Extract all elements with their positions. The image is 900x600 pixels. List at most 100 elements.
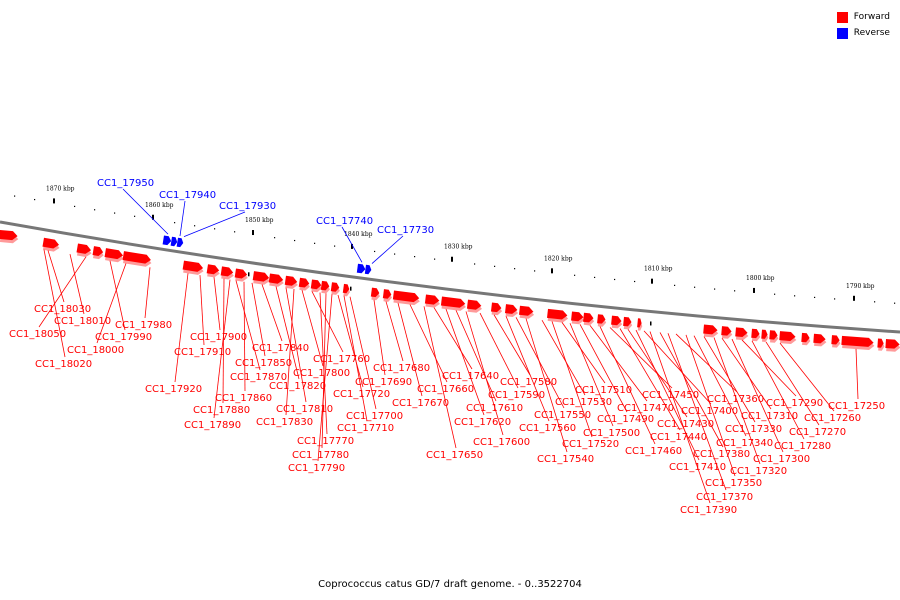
forward-gene-label: CC1_17310 (741, 411, 798, 422)
forward-gene-arrow[interactable] (769, 330, 779, 343)
scale-dot (34, 198, 36, 201)
forward-gene-label: CC1_17340 (716, 438, 773, 449)
forward-gene-label: CC1_18020 (35, 359, 92, 370)
forward-gene-label: CC1_17660 (417, 384, 474, 395)
scale-dot (794, 295, 796, 297)
forward-gene-arrow[interactable] (877, 338, 885, 351)
forward-gene-label: CC1_17610 (466, 403, 523, 414)
forward-gene-label: CC1_17980 (115, 320, 172, 331)
forward-gene-arrow[interactable] (342, 283, 351, 297)
forward-gene-arrow[interactable] (310, 279, 323, 293)
forward-gene-arrow[interactable] (220, 266, 235, 280)
forward-gene-label: CC1_17870 (230, 372, 287, 383)
forward-gene-arrow[interactable] (504, 304, 519, 318)
forward-gene-arrow[interactable] (284, 275, 299, 290)
forward-gene-arrow[interactable] (637, 318, 643, 331)
map-caption: Coprococcus catus GD/7 draft genome. - 0… (318, 579, 582, 590)
forward-gene-arrow[interactable] (76, 243, 93, 257)
scale-tick-label: 1800 kbp (746, 275, 775, 282)
reverse-gene-label: CC1_17950 (97, 178, 154, 189)
scale-tick (451, 256, 453, 262)
forward-gene-arrow[interactable] (597, 314, 607, 327)
forward-gene-label: CC1_17900 (190, 332, 247, 343)
forward-gene-label: CC1_17910 (174, 347, 231, 358)
forward-gene-arrow[interactable] (779, 331, 797, 345)
scale-tick-label: 1870 kbp (46, 185, 75, 192)
forward-gene-arrow[interactable] (885, 339, 900, 352)
reverse-gene-arrow[interactable] (356, 263, 366, 274)
forward-gene-arrow[interactable] (583, 312, 595, 326)
scale-dot (614, 278, 616, 281)
forward-gene-arrow[interactable] (547, 308, 569, 323)
forward-gene-label: CC1_17510 (575, 385, 632, 396)
scale-dot (834, 298, 836, 300)
forward-gene-arrow[interactable] (182, 260, 205, 276)
scale-ticks: 1870 kbp 1860 kbp 1850 kbp 1840 kbp 1830 kbp… (14, 185, 896, 343)
reverse-gene-arrow[interactable] (364, 264, 372, 275)
forward-gene-arrow[interactable] (330, 282, 341, 295)
legend-item-forward: Forward (836, 9, 890, 25)
forward-gene-arrow[interactable] (623, 316, 633, 330)
forward-gene-label: CC1_17580 (500, 377, 557, 388)
minor-tick (350, 286, 352, 291)
scale-dot (294, 239, 296, 242)
scale-tick (651, 278, 653, 284)
forward-gene-arrow[interactable] (424, 294, 441, 309)
scale-dot (74, 205, 76, 208)
forward-gene-label: CC1_17770 (297, 436, 354, 447)
forward-gene-arrow[interactable] (206, 264, 221, 278)
forward-gene-arrow[interactable] (813, 333, 827, 347)
forward-gene-label: CC1_17620 (454, 417, 511, 428)
forward-gene-label: CC1_17700 (346, 411, 403, 422)
forward-gene-arrow[interactable] (841, 335, 875, 350)
forward-gene-arrow[interactable] (268, 273, 285, 288)
forward-gene-label: CC1_17410 (669, 462, 726, 473)
forward-gene-arrow[interactable] (490, 302, 503, 316)
forward-gene-arrow[interactable] (703, 324, 719, 338)
scale-dot (114, 212, 116, 214)
reverse-gene-arrow[interactable] (162, 235, 172, 246)
scale-tick (152, 214, 154, 220)
forward-gene-label: CC1_17780 (292, 450, 349, 461)
reverse-gene-arrow[interactable] (170, 236, 178, 247)
scale-dot (894, 302, 896, 304)
reverse-gene-arrow[interactable] (176, 237, 184, 248)
forward-gene-label: CC1_17710 (337, 423, 394, 434)
scale-tick-label: 1840 kbp (344, 231, 373, 238)
forward-gene-arrow[interactable] (518, 305, 535, 320)
forward-gene-arrow[interactable] (611, 315, 623, 329)
forward-gene-arrow[interactable] (440, 296, 467, 312)
forward-gene-arrow[interactable] (571, 311, 585, 325)
forward-gene-arrow[interactable] (42, 237, 61, 253)
forward-gene-arrow[interactable] (320, 280, 331, 294)
scale-dot (874, 301, 876, 303)
forward-gene-arrow[interactable] (761, 329, 769, 343)
forward-gene-arrow[interactable] (252, 271, 271, 285)
forward-gene-label: CC1_17260 (804, 413, 861, 424)
forward-gene-arrow[interactable] (104, 248, 125, 263)
forward-gene-label: CC1_17490 (597, 414, 654, 425)
forward-gene-label: CC1_17520 (562, 439, 619, 450)
scale-dot (334, 245, 336, 247)
forward-gene-arrow[interactable] (721, 326, 733, 339)
forward-gene-arrow[interactable] (735, 327, 749, 341)
forward-gene-arrow[interactable] (466, 299, 483, 314)
forward-gene-label: CC1_17850 (235, 358, 292, 369)
forward-gene-arrow[interactable] (92, 246, 105, 260)
scale-tick-label: 1860 kbp (145, 202, 174, 209)
forward-gene-arrow[interactable] (801, 332, 811, 346)
forward-gene-arrow[interactable] (831, 335, 841, 348)
forward-gene-arrow[interactable] (751, 328, 761, 342)
forward-gene-arrow[interactable] (382, 289, 392, 302)
forward-gene-arrow[interactable] (370, 287, 380, 301)
forward-gene-arrow[interactable] (392, 290, 420, 306)
forward-gene-label: CC1_17890 (184, 420, 241, 431)
forward-gene-arrow[interactable] (0, 230, 19, 244)
forward-gene-arrow[interactable] (122, 251, 153, 267)
forward-gene-label: CC1_17360 (707, 394, 764, 405)
forward-gene-arrow[interactable] (234, 268, 249, 283)
scale-dot (514, 268, 516, 270)
forward-gene-arrow[interactable] (298, 277, 311, 291)
forward-gene-label: CC1_17800 (293, 368, 350, 379)
